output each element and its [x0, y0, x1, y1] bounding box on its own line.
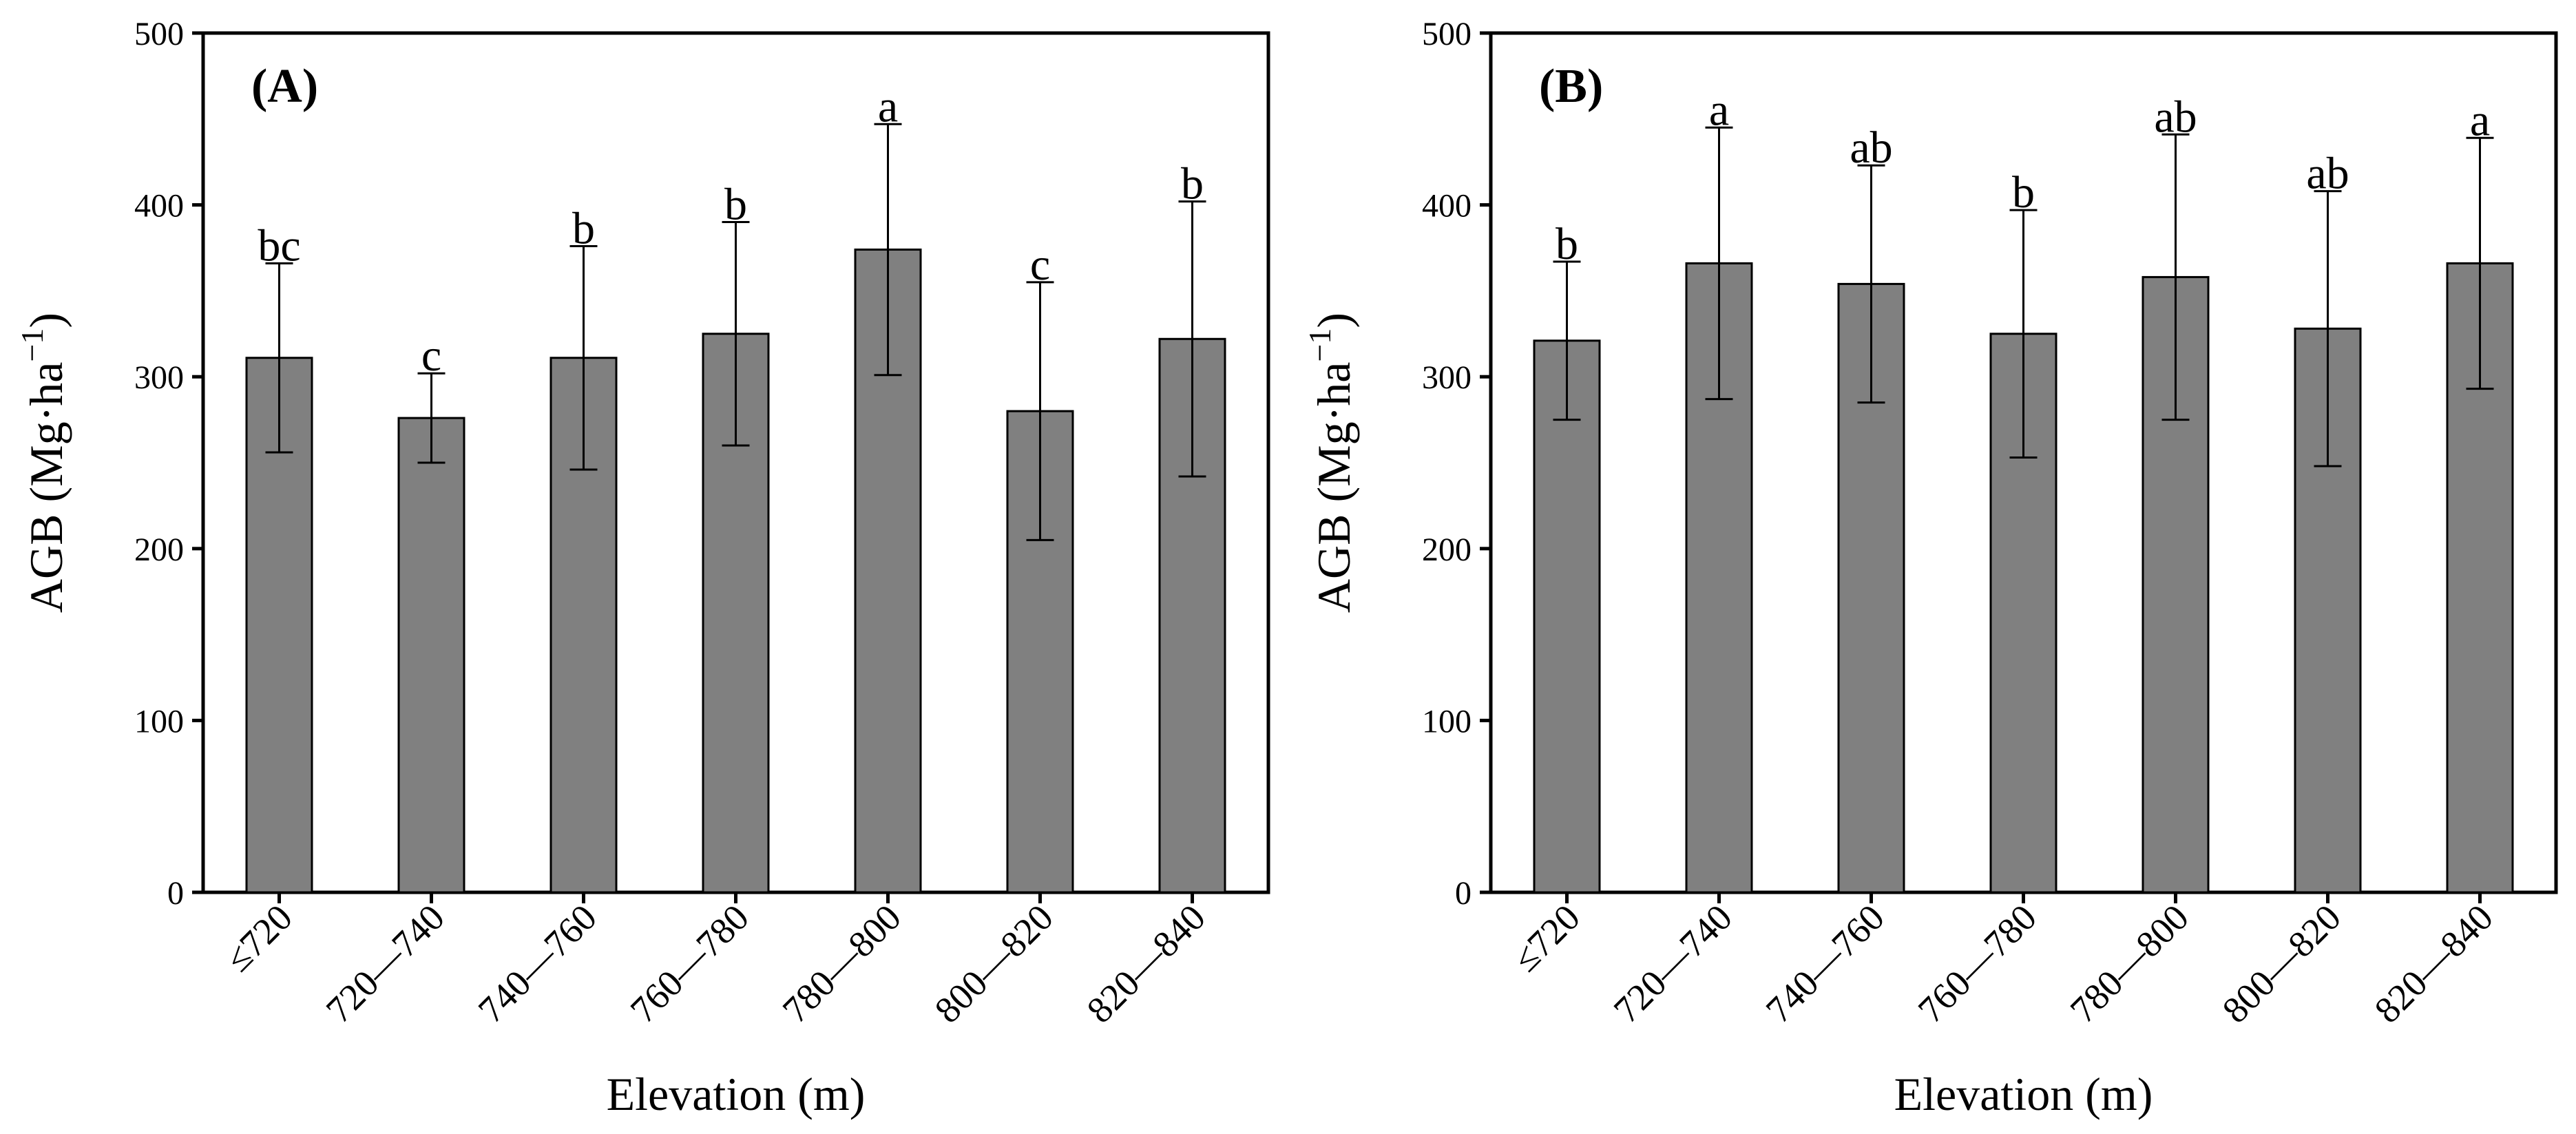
y-axis-title: AGB (Mg·ha−1)	[1302, 313, 1360, 613]
x-tick-label: 820—840	[2367, 896, 2501, 1031]
x-tick-label: 720—740	[1606, 896, 1740, 1031]
y-tick-label: 200	[1422, 532, 1472, 568]
y-tick-label: 300	[134, 359, 184, 396]
x-tick-label: ≤720	[217, 896, 300, 980]
y-axis-title-close: )	[1308, 313, 1360, 328]
x-tick-label: 820—840	[1079, 896, 1213, 1031]
x-tick-label: 760—780	[622, 896, 757, 1031]
significance-letter: c	[421, 330, 441, 381]
significance-letter: a	[878, 81, 898, 132]
significance-letter: ab	[2154, 92, 2197, 142]
y-tick-label: 200	[134, 532, 184, 568]
y-axis-title-superscript: −1	[14, 328, 50, 362]
y-tick-label: 500	[134, 16, 184, 52]
significance-letter: b	[1181, 159, 1204, 209]
y-axis-title-main: AGB (Mg·ha	[1308, 362, 1360, 613]
y-tick-label: 300	[1422, 359, 1472, 396]
y-axis-title-superscript: −1	[1302, 328, 1337, 362]
x-tick-label: 800—820	[2214, 896, 2349, 1031]
y-tick-label: 100	[1422, 703, 1472, 739]
x-tick-label: 720—740	[318, 896, 452, 1031]
bar	[397, 417, 465, 894]
chart-panel-a: 0100200300400500bc≤720c720—740b740—760b7…	[14, 16, 1270, 1120]
x-axis-title: Elevation (m)	[1894, 1068, 2153, 1120]
x-tick-label: 780—800	[775, 896, 909, 1031]
y-tick-label: 400	[1422, 188, 1472, 224]
y-axis-title-close: )	[20, 313, 72, 328]
x-tick-label: 740—760	[470, 896, 605, 1031]
x-tick-label: ≤720	[1505, 896, 1588, 980]
panel-label: (B)	[1539, 60, 1603, 113]
significance-letter: b	[2012, 167, 2035, 218]
significance-letter: bc	[258, 220, 300, 271]
y-axis-title: AGB (Mg·ha−1)	[14, 313, 72, 613]
x-tick-label: 800—820	[927, 896, 1061, 1031]
significance-letter: c	[1030, 240, 1050, 290]
significance-letter: ab	[1850, 123, 1892, 173]
y-tick-label: 100	[134, 703, 184, 739]
y-tick-label: 400	[134, 188, 184, 224]
significance-letter: a	[1709, 85, 1729, 135]
significance-letter: b	[572, 204, 595, 254]
significance-letter: b	[1556, 219, 1578, 269]
x-tick-label: 780—800	[2062, 896, 2197, 1031]
bar	[1533, 339, 1601, 894]
x-tick-label: 760—780	[1910, 896, 2044, 1031]
x-tick-label: 740—760	[1758, 896, 1892, 1031]
x-axis-title: Elevation (m)	[607, 1068, 866, 1120]
y-tick-label: 0	[167, 875, 184, 912]
significance-letter: b	[724, 180, 747, 230]
significance-letter: a	[2470, 95, 2490, 145]
chart-panel-b: 0 100 200 300 400 500 b ≤720 a 720—740 ab 740—760 b 7…	[1302, 16, 2558, 1120]
y-tick-label: 500	[1422, 16, 1472, 52]
y-axis-title-main: AGB (Mg·ha	[20, 362, 72, 613]
y-tick-label: 0	[1455, 875, 1472, 912]
significance-letter: ab	[2306, 149, 2349, 199]
panel-label: (A)	[251, 60, 318, 113]
